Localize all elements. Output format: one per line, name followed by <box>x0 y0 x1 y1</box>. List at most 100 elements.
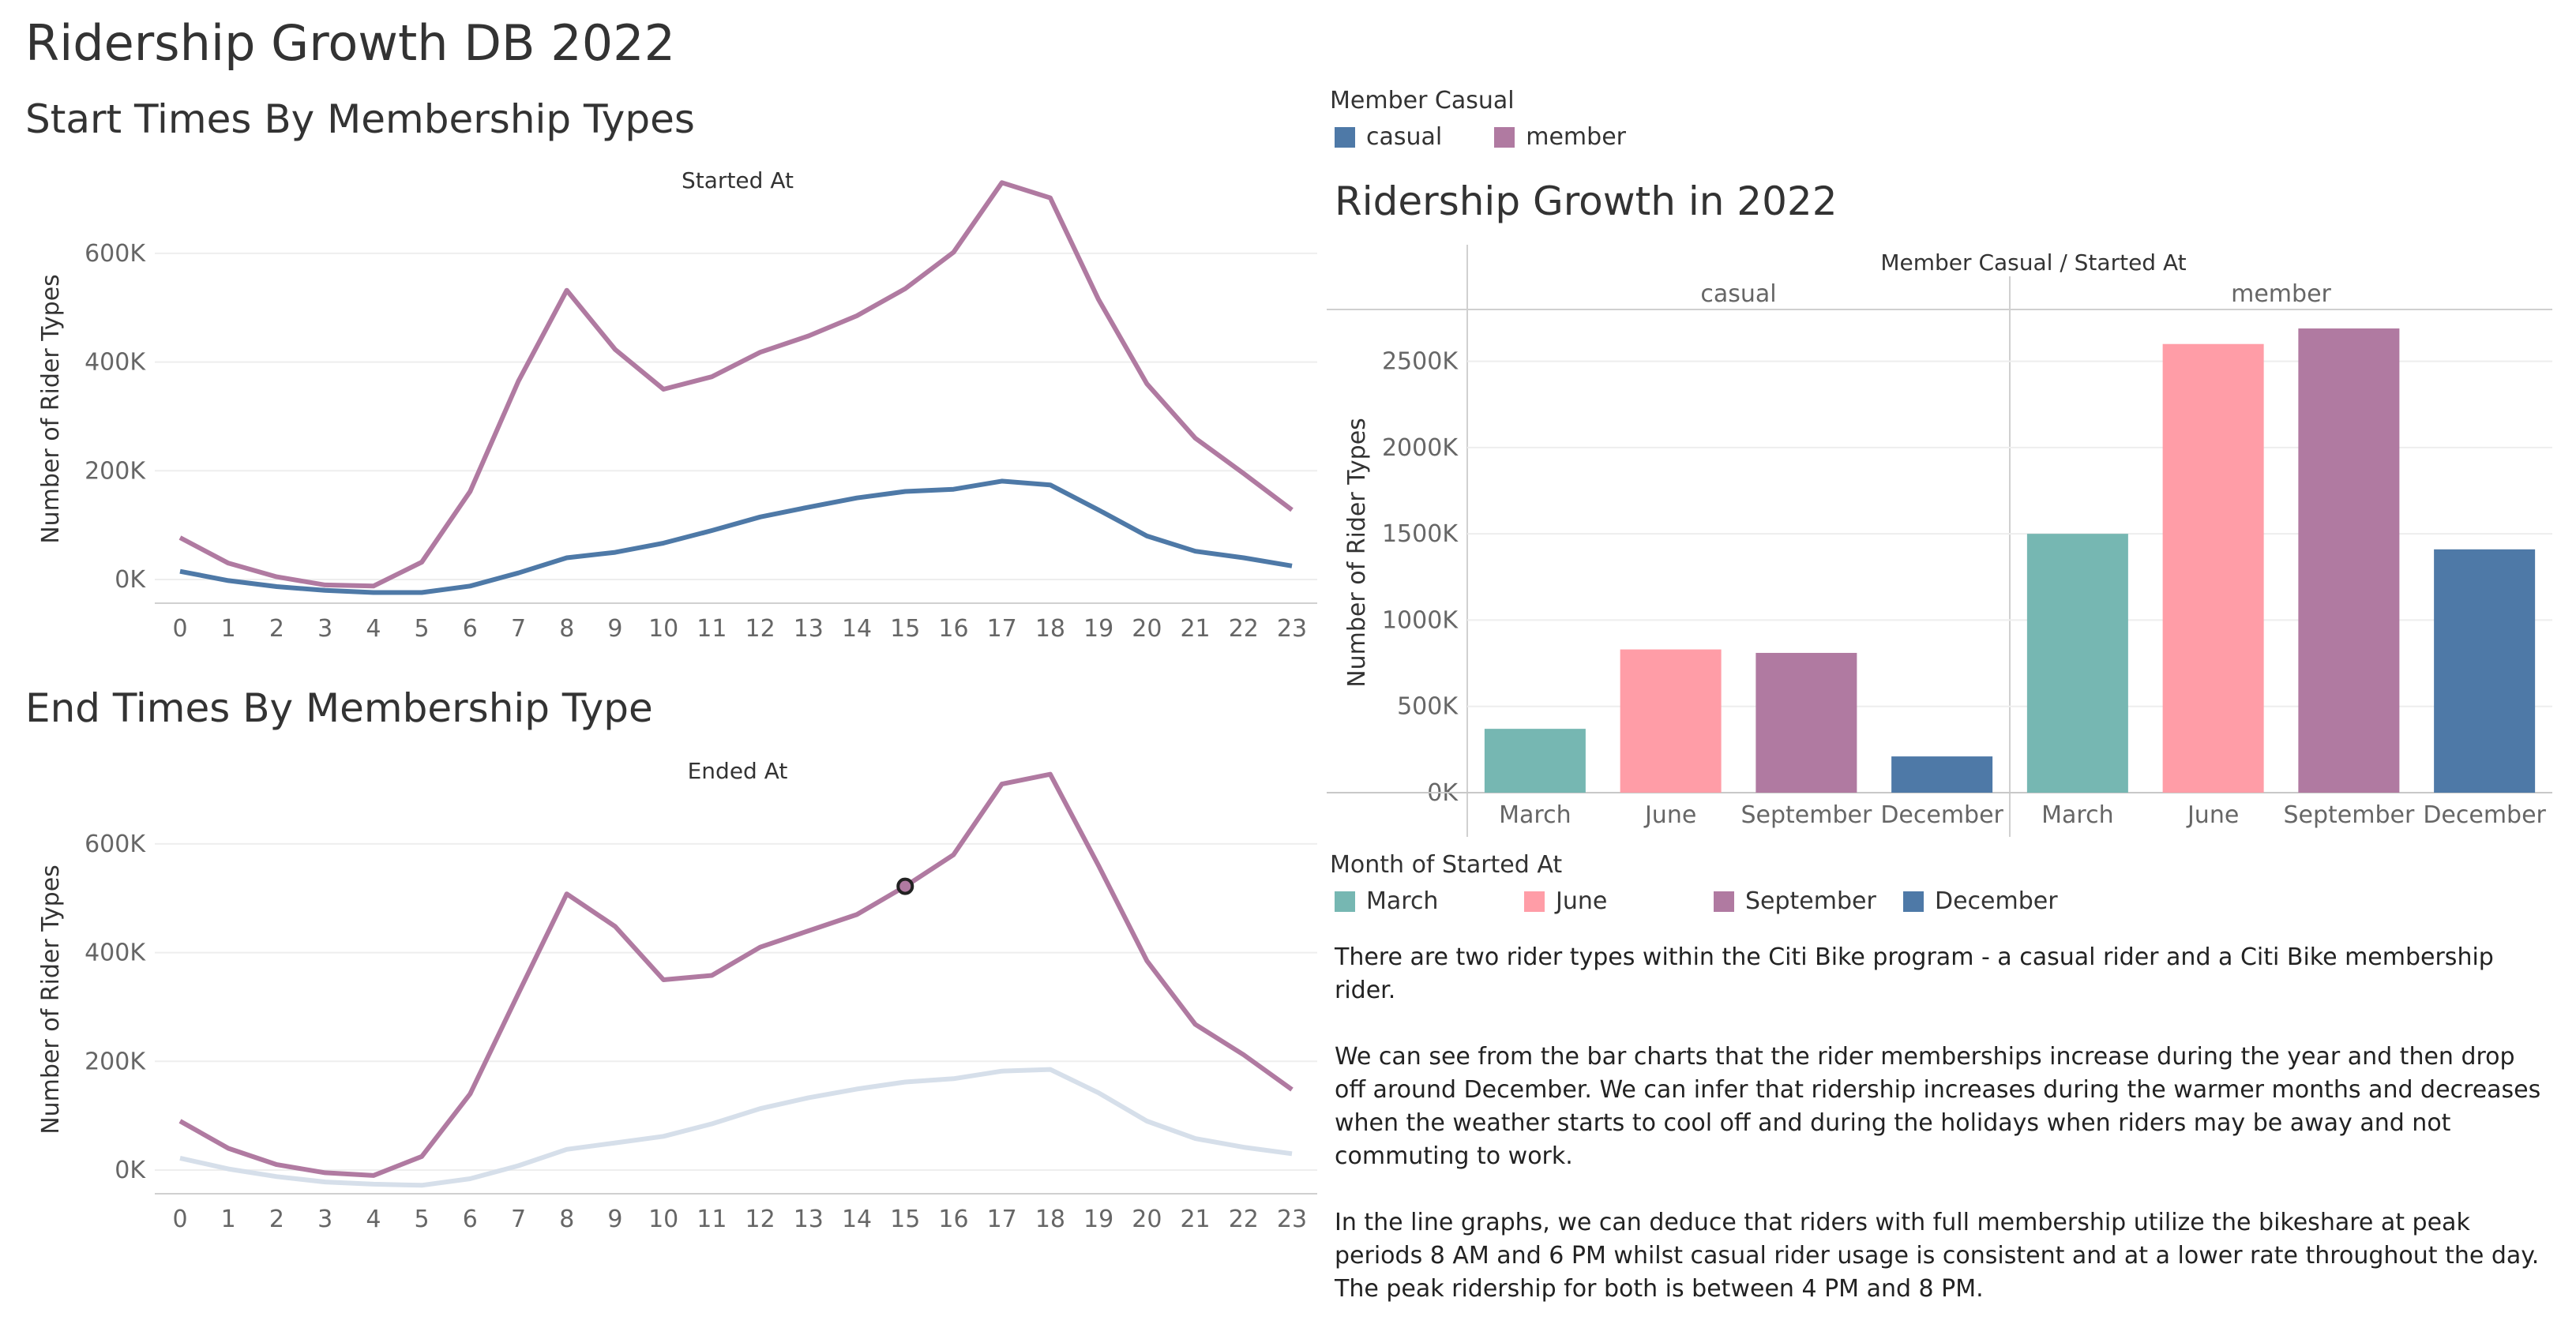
data-point-casual[interactable] <box>414 1177 430 1193</box>
data-point-member[interactable] <box>172 530 188 546</box>
data-point-member[interactable] <box>220 555 236 571</box>
data-point-casual[interactable] <box>801 1090 817 1105</box>
data-point-casual[interactable] <box>1236 1139 1252 1155</box>
data-point-casual[interactable] <box>897 483 913 499</box>
data-point-member[interactable] <box>1284 502 1300 518</box>
data-point-casual[interactable] <box>1188 543 1204 559</box>
data-point-casual[interactable] <box>1042 1062 1058 1078</box>
data-point-member[interactable] <box>1042 190 1058 206</box>
data-point-casual[interactable] <box>994 473 1010 489</box>
ridership-growth-bar-chart[interactable]: Member Casual / Started At Number of Ride… <box>1327 237 2559 837</box>
data-point-member[interactable] <box>607 342 623 358</box>
data-point-member[interactable] <box>801 923 817 939</box>
bar-member-september[interactable] <box>2298 328 2399 793</box>
data-point-casual[interactable] <box>607 545 623 561</box>
data-point-member[interactable] <box>511 373 527 389</box>
data-point-member[interactable] <box>1091 291 1106 307</box>
highlighted-point[interactable] <box>898 880 912 894</box>
data-point-member[interactable] <box>849 906 865 922</box>
data-point-casual[interactable] <box>220 1161 236 1177</box>
data-point-member[interactable] <box>462 483 478 499</box>
data-point-casual[interactable] <box>897 1074 913 1090</box>
data-point-casual[interactable] <box>462 578 478 594</box>
data-point-casual[interactable] <box>945 1071 961 1086</box>
bar-member-december[interactable] <box>2434 549 2535 793</box>
data-point-member[interactable] <box>414 554 430 570</box>
data-point-casual[interactable] <box>704 1116 719 1131</box>
data-point-member[interactable] <box>704 967 719 983</box>
data-point-casual[interactable] <box>1139 528 1155 544</box>
data-point-casual[interactable] <box>1236 549 1252 565</box>
series-line-casual[interactable] <box>180 1070 1292 1186</box>
data-point-member[interactable] <box>511 985 527 1001</box>
data-point-member[interactable] <box>1139 376 1155 392</box>
bar-casual-june[interactable] <box>1620 650 1722 793</box>
data-point-casual[interactable] <box>559 549 575 565</box>
legend-item-member[interactable]: member <box>1494 123 1626 151</box>
data-point-casual[interactable] <box>945 482 961 497</box>
legend-item-casual[interactable]: casual <box>1335 123 1442 151</box>
data-point-casual[interactable] <box>511 1157 527 1173</box>
data-point-member[interactable] <box>994 174 1010 190</box>
data-point-member[interactable] <box>753 940 768 955</box>
data-point-member[interactable] <box>849 308 865 324</box>
data-point-casual[interactable] <box>704 523 719 538</box>
data-point-member[interactable] <box>220 1140 236 1156</box>
data-point-casual[interactable] <box>1091 1085 1106 1101</box>
data-point-member[interactable] <box>559 886 575 902</box>
data-point-member[interactable] <box>704 369 719 384</box>
data-point-member[interactable] <box>1236 1047 1252 1063</box>
data-point-member[interactable] <box>559 283 575 298</box>
data-point-casual[interactable] <box>849 1081 865 1097</box>
data-point-casual[interactable] <box>220 572 236 588</box>
data-point-member[interactable] <box>897 281 913 297</box>
series-line-casual[interactable] <box>180 481 1292 592</box>
data-point-member[interactable] <box>366 578 381 594</box>
bar-casual-september[interactable] <box>1756 653 1857 793</box>
data-point-casual[interactable] <box>559 1142 575 1157</box>
bar-casual-march[interactable] <box>1485 729 1586 793</box>
bar-casual-december[interactable] <box>1891 756 1992 793</box>
end-times-line-chart[interactable]: Ended At Number of Rider Types 0K 200K 400K 6… <box>0 745 1327 1258</box>
data-point-member[interactable] <box>1188 1016 1204 1032</box>
data-point-casual[interactable] <box>753 509 768 525</box>
data-point-casual[interactable] <box>414 585 430 601</box>
data-point-casual[interactable] <box>994 1063 1010 1079</box>
data-point-casual[interactable] <box>1188 1131 1204 1146</box>
data-point-member[interactable] <box>268 1157 284 1172</box>
data-point-member[interactable] <box>945 244 961 260</box>
data-point-member[interactable] <box>317 1165 333 1180</box>
legend-item-december[interactable]: December <box>1903 887 2058 915</box>
data-point-casual[interactable] <box>462 1171 478 1187</box>
data-point-member[interactable] <box>172 1113 188 1129</box>
data-point-casual[interactable] <box>655 1128 671 1144</box>
data-point-casual[interactable] <box>607 1135 623 1151</box>
legend-item-september[interactable]: September <box>1714 887 1876 915</box>
data-point-member[interactable] <box>655 381 671 397</box>
data-point-member[interactable] <box>462 1086 478 1102</box>
data-point-casual[interactable] <box>1284 558 1300 574</box>
data-point-member[interactable] <box>1091 857 1106 873</box>
data-point-casual[interactable] <box>1284 1146 1300 1161</box>
data-point-member[interactable] <box>1188 430 1204 446</box>
bar-member-june[interactable] <box>2163 344 2264 793</box>
legend-item-june[interactable]: June <box>1524 887 1607 915</box>
start-times-line-chart[interactable]: Started At Number of Rider Types 0K 200K 400… <box>0 155 1327 660</box>
data-point-casual[interactable] <box>172 564 188 579</box>
data-point-member[interactable] <box>801 328 817 344</box>
bar-member-march[interactable] <box>2027 534 2128 793</box>
data-point-casual[interactable] <box>1091 502 1106 518</box>
data-point-casual[interactable] <box>849 490 865 506</box>
data-point-member[interactable] <box>753 344 768 360</box>
data-point-member[interactable] <box>414 1149 430 1165</box>
data-point-casual[interactable] <box>511 565 527 581</box>
data-point-casual[interactable] <box>1139 1113 1155 1129</box>
data-point-casual[interactable] <box>801 499 817 515</box>
data-point-member[interactable] <box>994 776 1010 792</box>
data-point-member[interactable] <box>366 1168 381 1183</box>
data-point-casual[interactable] <box>753 1101 768 1116</box>
legend-item-march[interactable]: March <box>1335 887 1438 915</box>
data-point-member[interactable] <box>945 847 961 863</box>
data-point-member[interactable] <box>317 577 333 593</box>
data-point-casual[interactable] <box>1042 477 1058 493</box>
